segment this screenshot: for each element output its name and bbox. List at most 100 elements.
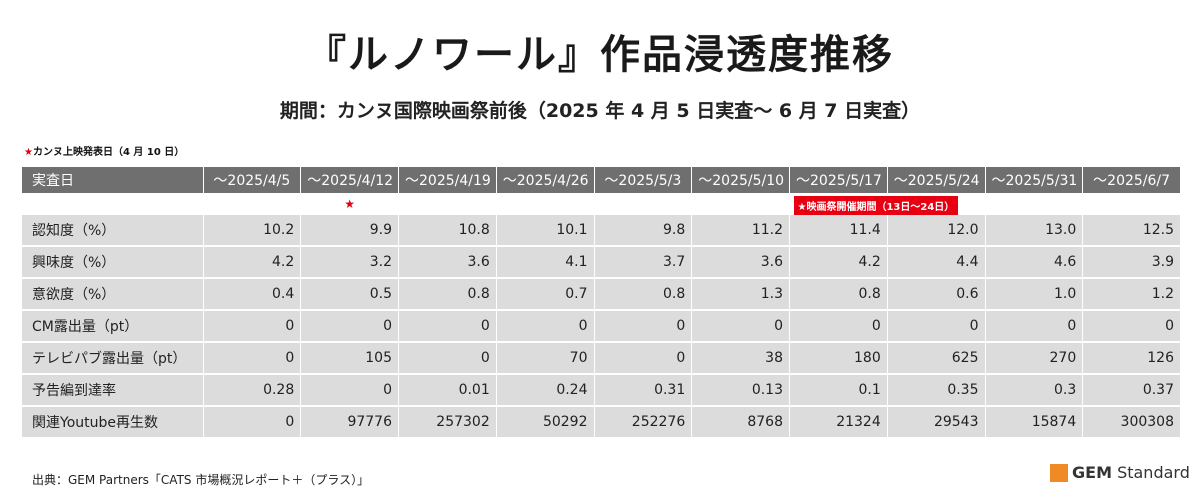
table-cell: 10.1 bbox=[496, 215, 595, 247]
table-cell: 270 bbox=[985, 342, 1084, 375]
row-label: 認知度（%） bbox=[22, 215, 204, 247]
table-cell: 257302 bbox=[398, 406, 497, 439]
table-cell: 0.24 bbox=[496, 374, 595, 407]
table-cell: 0 bbox=[203, 406, 302, 439]
header-label: 実査日 bbox=[22, 167, 204, 193]
table-cell: 0.31 bbox=[594, 374, 693, 407]
table-cell: 0.28 bbox=[203, 374, 302, 407]
table-cell: 1.0 bbox=[985, 278, 1084, 311]
marker-row: ★ ★映画祭開催期間（13日～24日） bbox=[22, 193, 1181, 215]
source-note: 出典：GEM Partners「CATS 市場概況レポート＋（プラス）」 bbox=[32, 473, 370, 487]
table-cell: 11.2 bbox=[691, 215, 790, 247]
table-cell: 0.35 bbox=[887, 374, 986, 407]
table-cell: 105 bbox=[300, 342, 399, 375]
date-header: ～2025/4/19 bbox=[398, 167, 497, 193]
table-row: テレビパブ露出量（pt） 0 105 0 70 0 38 180 625 270 126 bbox=[22, 342, 1181, 375]
date-header: ～2025/5/10 bbox=[691, 167, 790, 193]
table-cell: 4.4 bbox=[887, 246, 986, 279]
table-cell: 38 bbox=[691, 342, 790, 375]
date-header: ～2025/5/3 bbox=[594, 167, 693, 193]
table-cell: 0 bbox=[203, 310, 302, 343]
table-cell: 0.01 bbox=[398, 374, 497, 407]
row-label: テレビパブ露出量（pt） bbox=[22, 342, 204, 375]
table-cell: 8768 bbox=[691, 406, 790, 439]
table-row: 興味度（%） 4.2 3.2 3.6 4.1 3.7 3.6 4.2 4.4 4.6 3.9 bbox=[22, 246, 1181, 279]
table-cell: 21324 bbox=[789, 406, 888, 439]
table-cell: 3.9 bbox=[1082, 246, 1181, 279]
row-label: 予告編到達率 bbox=[22, 374, 204, 407]
table-cell: 0 bbox=[789, 310, 888, 343]
table-cell: 0 bbox=[300, 310, 399, 343]
star-icon: ★ bbox=[24, 147, 33, 158]
table-cell: 0 bbox=[691, 310, 790, 343]
announcement-note: ★カンヌ上映発表日（4 月 10 日） bbox=[24, 143, 184, 158]
table-cell: 0.13 bbox=[691, 374, 790, 407]
table-cell: 0.6 bbox=[887, 278, 986, 311]
table-cell: 0 bbox=[398, 342, 497, 375]
table-cell: 0 bbox=[496, 310, 595, 343]
row-label: 関連Youtube再生数 bbox=[22, 406, 204, 439]
star-icon: ★ bbox=[344, 197, 355, 211]
logo-text-bold: GEM bbox=[1072, 463, 1112, 482]
table-row: 予告編到達率 0.28 0 0.01 0.24 0.31 0.13 0.1 0.35 0.3 0.3… bbox=[22, 374, 1181, 407]
table-cell: 126 bbox=[1082, 342, 1181, 375]
table-cell: 12.5 bbox=[1082, 215, 1181, 247]
table-cell: 4.2 bbox=[203, 246, 302, 279]
table-cell: 0.1 bbox=[789, 374, 888, 407]
table-cell: 0.37 bbox=[1082, 374, 1181, 407]
table-cell: 0 bbox=[594, 342, 693, 375]
table-cell: 4.2 bbox=[789, 246, 888, 279]
table-cell: 70 bbox=[496, 342, 595, 375]
table-cell: 0 bbox=[985, 310, 1084, 343]
date-header: ～2025/5/24 bbox=[887, 167, 986, 193]
table-cell: 3.2 bbox=[300, 246, 399, 279]
table-cell: 12.0 bbox=[887, 215, 986, 247]
table-cell: 0.8 bbox=[789, 278, 888, 311]
table-row: 意欲度（%） 0.4 0.5 0.8 0.7 0.8 1.3 0.8 0.6 1.0 1.2 bbox=[22, 278, 1181, 311]
header-row: 実査日 ～2025/4/5 ～2025/4/12 ～2025/4/19 ～202… bbox=[22, 167, 1181, 193]
table-cell: 10.8 bbox=[398, 215, 497, 247]
table-cell: 0.8 bbox=[594, 278, 693, 311]
table-cell: 252276 bbox=[594, 406, 693, 439]
table-cell: 9.8 bbox=[594, 215, 693, 247]
table-cell: 9.9 bbox=[300, 215, 399, 247]
logo-square-icon bbox=[1050, 463, 1068, 482]
table-cell: 0.3 bbox=[985, 374, 1084, 407]
table-cell: 0.5 bbox=[300, 278, 399, 311]
table-cell: 0 bbox=[1082, 310, 1181, 343]
table-cell: 97776 bbox=[300, 406, 399, 439]
penetration-table: 実査日 ～2025/4/5 ～2025/4/12 ～2025/4/19 ～202… bbox=[22, 167, 1181, 439]
table-cell: 10.2 bbox=[203, 215, 302, 247]
table-cell: 180 bbox=[789, 342, 888, 375]
page-subtitle: 期間：カンヌ国際映画祭前後（2025 年 4 月 5 日実査～ 6 月 7 日実… bbox=[279, 100, 921, 122]
date-header: ～2025/4/26 bbox=[496, 167, 595, 193]
row-label: CM露出量（pt） bbox=[22, 310, 204, 343]
table-row: 認知度（%） 10.2 9.9 10.8 10.1 9.8 11.2 11.4 12.0 13.0… bbox=[22, 215, 1181, 247]
gem-standard-logo: GEM Standard bbox=[1050, 463, 1190, 482]
table-row: CM露出量（pt） 0 0 0 0 0 0 0 0 0 0 bbox=[22, 310, 1181, 343]
table-cell: 11.4 bbox=[789, 215, 888, 247]
logo-text-regular: Standard bbox=[1111, 463, 1190, 482]
table-cell: 13.0 bbox=[985, 215, 1084, 247]
table-cell: 15874 bbox=[985, 406, 1084, 439]
table-cell: 29543 bbox=[887, 406, 986, 439]
date-header: ～2025/5/31 bbox=[985, 167, 1084, 193]
table-cell: 3.6 bbox=[691, 246, 790, 279]
table-cell: 625 bbox=[887, 342, 986, 375]
table-cell: 4.6 bbox=[985, 246, 1084, 279]
date-header: ～2025/4/12 bbox=[300, 167, 399, 193]
table-cell: 0 bbox=[594, 310, 693, 343]
page-title: 『ルノワール』作品浸透度推移 bbox=[306, 32, 894, 78]
table-row: 関連Youtube再生数 0 97776 257302 50292 252276 8768 2… bbox=[22, 406, 1181, 439]
table-cell: 0.8 bbox=[398, 278, 497, 311]
date-header: ～2025/4/5 bbox=[203, 167, 302, 193]
table-cell: 3.7 bbox=[594, 246, 693, 279]
table-cell: 0 bbox=[887, 310, 986, 343]
table-cell: 1.2 bbox=[1082, 278, 1181, 311]
table-cell: 3.6 bbox=[398, 246, 497, 279]
table-cell: 0 bbox=[300, 374, 399, 407]
table-cell: 0.7 bbox=[496, 278, 595, 311]
table-cell: 0.4 bbox=[203, 278, 302, 311]
festival-period-badge: ★映画祭開催期間（13日～24日） bbox=[793, 196, 959, 215]
table-cell: 300308 bbox=[1082, 406, 1181, 439]
